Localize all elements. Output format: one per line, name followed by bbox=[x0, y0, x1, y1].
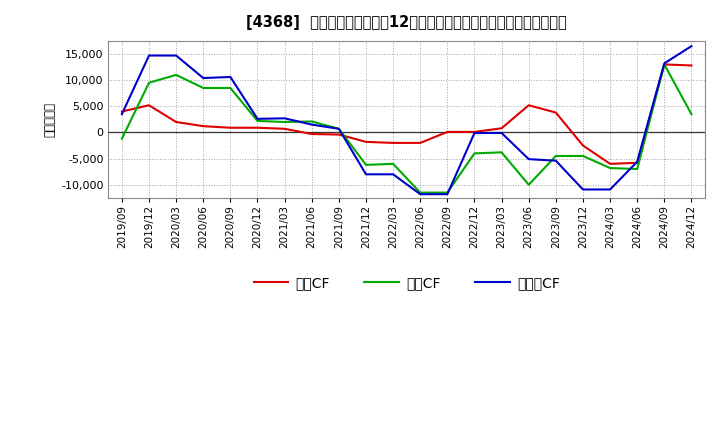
投資CF bbox=[226, 85, 235, 91]
フリーCF bbox=[145, 53, 153, 58]
営業CF bbox=[253, 125, 262, 130]
営業CF bbox=[552, 110, 560, 115]
営業CF bbox=[307, 132, 316, 137]
営業CF bbox=[660, 62, 669, 67]
フリーCF bbox=[117, 111, 126, 117]
フリーCF bbox=[579, 187, 588, 192]
営業CF bbox=[361, 139, 370, 144]
フリーCF bbox=[416, 191, 425, 197]
投資CF bbox=[687, 111, 696, 117]
フリーCF bbox=[361, 172, 370, 177]
営業CF bbox=[606, 161, 614, 166]
Line: 営業CF: 営業CF bbox=[122, 64, 691, 164]
Title: [4368]  キャッシュフローの12か月移動合計の対前年同期増減額の推移: [4368] キャッシュフローの12か月移動合計の対前年同期増減額の推移 bbox=[246, 15, 567, 30]
フリーCF bbox=[606, 187, 614, 192]
営業CF bbox=[498, 126, 506, 131]
投資CF bbox=[172, 72, 181, 77]
投資CF bbox=[579, 154, 588, 159]
営業CF bbox=[335, 132, 343, 137]
投資CF bbox=[389, 161, 397, 166]
営業CF bbox=[117, 109, 126, 114]
投資CF bbox=[633, 166, 642, 172]
投資CF bbox=[253, 118, 262, 124]
Line: フリーCF: フリーCF bbox=[122, 46, 691, 194]
フリーCF bbox=[660, 61, 669, 66]
投資CF bbox=[498, 150, 506, 155]
投資CF bbox=[117, 136, 126, 141]
営業CF bbox=[172, 119, 181, 125]
営業CF bbox=[199, 124, 207, 129]
投資CF bbox=[606, 165, 614, 171]
フリーCF bbox=[335, 126, 343, 132]
投資CF bbox=[145, 80, 153, 85]
フリーCF bbox=[389, 172, 397, 177]
フリーCF bbox=[633, 159, 642, 165]
フリーCF bbox=[307, 122, 316, 127]
フリーCF bbox=[498, 130, 506, 136]
フリーCF bbox=[226, 74, 235, 80]
フリーCF bbox=[443, 191, 451, 197]
営業CF bbox=[524, 103, 533, 108]
営業CF bbox=[226, 125, 235, 130]
投資CF bbox=[307, 119, 316, 124]
投資CF bbox=[416, 190, 425, 195]
フリーCF bbox=[552, 158, 560, 163]
営業CF bbox=[145, 103, 153, 108]
投資CF bbox=[335, 126, 343, 132]
Y-axis label: （百万円）: （百万円） bbox=[44, 102, 57, 137]
営業CF bbox=[470, 129, 479, 135]
フリーCF bbox=[280, 116, 289, 121]
投資CF bbox=[524, 182, 533, 187]
営業CF bbox=[280, 126, 289, 132]
営業CF bbox=[416, 140, 425, 146]
フリーCF bbox=[470, 130, 479, 136]
フリーCF bbox=[253, 116, 262, 121]
営業CF bbox=[443, 129, 451, 135]
投資CF bbox=[552, 154, 560, 159]
フリーCF bbox=[687, 44, 696, 49]
営業CF bbox=[579, 143, 588, 148]
投資CF bbox=[280, 119, 289, 125]
フリーCF bbox=[524, 157, 533, 162]
フリーCF bbox=[172, 53, 181, 58]
営業CF bbox=[687, 63, 696, 68]
営業CF bbox=[633, 160, 642, 165]
投資CF bbox=[443, 190, 451, 195]
Legend: 営業CF, 投資CF, フリーCF: 営業CF, 投資CF, フリーCF bbox=[248, 271, 565, 296]
投資CF bbox=[361, 162, 370, 168]
投資CF bbox=[470, 151, 479, 156]
営業CF bbox=[389, 140, 397, 146]
Line: 投資CF: 投資CF bbox=[122, 64, 691, 193]
フリーCF bbox=[199, 75, 207, 81]
投資CF bbox=[660, 62, 669, 67]
投資CF bbox=[199, 85, 207, 91]
